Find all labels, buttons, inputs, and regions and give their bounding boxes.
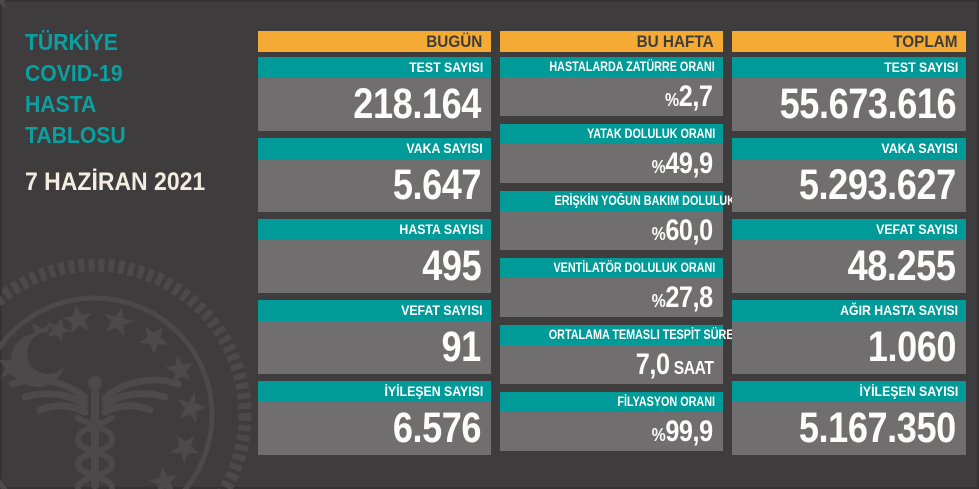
percent-sign: % — [651, 224, 666, 245]
stat-label: İYİLEŞEN SAYISI — [384, 383, 483, 399]
stat-value: 5.167.350 — [799, 404, 956, 452]
column-header-bugun: BUGÜN — [258, 31, 491, 52]
stat-card-test-sayisi-bugun: TEST SAYISI 218.164 — [258, 57, 491, 131]
stat-value: 1.060 — [867, 323, 957, 371]
column-header-bu-hafta: BU HAFTA — [500, 31, 723, 52]
column-header-label: TOPLAM — [892, 32, 957, 51]
stat-card-ventilator-doluluk: VENTİLATÖR DOLULUK ORANI %27,8 — [500, 258, 723, 317]
percent-sign: % — [651, 291, 666, 312]
column-header-label: BUGÜN — [425, 32, 482, 51]
stat-label: TEST SAYISI — [408, 59, 483, 75]
stat-label: ORTALAMA TEMASLI TESPİT SÜRESİ — [548, 327, 744, 342]
stat-card-zaturre-orani: HASTALARDA ZATÜRRE ORANI %2,7 — [500, 57, 723, 116]
stat-value: 7,0 SAAT — [635, 348, 713, 381]
stat-label: AĞIR HASTA SAYISI — [840, 302, 958, 318]
column-toplam: TOPLAM TEST SAYISI 55.673.616 VAKA SAYIS… — [732, 31, 966, 462]
stat-value: 5.647 — [392, 161, 482, 209]
stat-card-hasta-sayisi-bugun: HASTA SAYISI 495 — [258, 219, 491, 293]
stat-card-vefat-sayisi-bugun: VEFAT SAYISI 91 — [258, 300, 491, 374]
stat-label: FİLYASYON ORANI — [617, 394, 715, 409]
stat-value: %99,9 — [651, 415, 713, 448]
stat-label: VENTİLATÖR DOLULUK ORANI — [553, 260, 715, 275]
stat-value: 218.164 — [353, 80, 481, 128]
stat-value: 5.293.627 — [799, 161, 956, 209]
page-title-line: HASTA — [25, 91, 97, 117]
stat-value: %49,9 — [651, 147, 713, 180]
stat-label: VEFAT SAYISI — [401, 302, 483, 318]
stat-label: VAKA SAYISI — [881, 140, 958, 156]
stat-card-agir-hasta-sayisi: AĞIR HASTA SAYISI 1.060 — [732, 300, 966, 374]
stat-value: 48.255 — [848, 242, 956, 290]
stat-value: 91 — [441, 323, 482, 371]
stat-label: TEST SAYISI — [883, 59, 958, 75]
column-header-toplam: TOPLAM — [732, 31, 966, 52]
stat-label: İYİLEŞEN SAYISI — [859, 383, 958, 399]
stat-card-yogun-bakim-doluluk: ERİŞKİN YOĞUN BAKIM DOLULUK ORANI %60,0 — [500, 191, 773, 250]
stat-value: 6.576 — [392, 404, 482, 452]
stat-card-iyilesen-sayisi-bugun: İYİLEŞEN SAYISI 6.576 — [258, 381, 491, 455]
stat-card-vaka-sayisi-bugun: VAKA SAYISI 5.647 — [258, 138, 491, 212]
stat-label: ERİŞKİN YOĞUN BAKIM DOLULUK ORANI — [554, 193, 773, 208]
sidebar: TÜRKİYE COVID-19 HASTA TABLOSU 7 HAZİRAN… — [0, 0, 258, 489]
percent-sign: % — [665, 90, 680, 111]
stat-value: %60,0 — [651, 214, 713, 247]
stat-card-vaka-sayisi-toplam: VAKA SAYISI 5.293.627 — [732, 138, 966, 212]
column-header-label: BU HAFTA — [636, 32, 714, 51]
stat-card-yatak-doluluk: YATAK DOLULUK ORANI %49,9 — [500, 124, 723, 183]
page-title: TÜRKİYE COVID-19 HASTA TABLOSU — [25, 27, 134, 151]
column-bu-hafta: BU HAFTA HASTALARDA ZATÜRRE ORANI %2,7 Y… — [500, 31, 773, 459]
percent-sign: % — [651, 425, 666, 446]
column-bugun: BUGÜN TEST SAYISI 218.164 VAKA SAYISI 5.… — [258, 31, 491, 462]
stat-card-vefat-sayisi-toplam: VEFAT SAYISI 48.255 — [732, 219, 966, 293]
stat-label: YATAK DOLULUK ORANI — [586, 126, 715, 141]
stat-value: %2,7 — [665, 80, 714, 113]
stat-card-iyilesen-sayisi-toplam: İYİLEŞEN SAYISI 5.167.350 — [732, 381, 966, 455]
stat-label: HASTALARDA ZATÜRRE ORANI — [549, 59, 715, 74]
stat-label: HASTA SAYISI — [399, 221, 483, 237]
stat-value: 55.673.616 — [779, 80, 956, 128]
stat-value: %27,8 — [651, 281, 713, 314]
page-title-line: COVID-19 — [25, 60, 123, 86]
percent-sign: % — [651, 157, 666, 178]
stat-value: 495 — [421, 242, 481, 290]
stat-label: VAKA SAYISI — [406, 140, 483, 156]
page-title-line: TÜRKİYE — [25, 29, 118, 55]
stat-card-test-sayisi-toplam: TEST SAYISI 55.673.616 — [732, 57, 966, 131]
report-date: 7 HAZİRAN 2021 — [25, 168, 206, 196]
stat-label: VEFAT SAYISI — [876, 221, 958, 237]
stat-card-temasli-tespit-suresi: ORTALAMA TEMASLI TESPİT SÜRESİ 7,0 SAAT — [500, 325, 744, 384]
unit-suffix: SAAT — [673, 357, 713, 378]
page-title-line: TABLOSU — [25, 122, 126, 148]
stat-card-filyasyon-orani: FİLYASYON ORANI %99,9 — [500, 392, 723, 451]
